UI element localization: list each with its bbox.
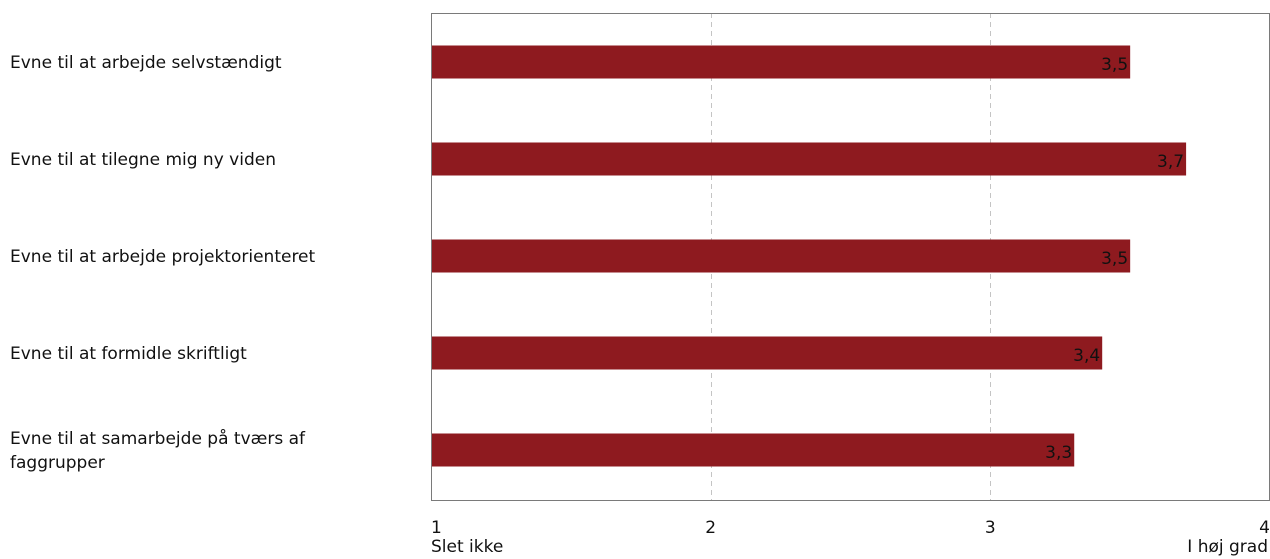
- category-labels: Evne til at arbejde selvstændigt Evne til…: [10, 53, 316, 473]
- x-tick-label: 1: [431, 518, 442, 538]
- bar: [431, 142, 1187, 176]
- x-axis-ticks: 1 2 3 4: [431, 518, 1270, 538]
- x-tick-label: 4: [1259, 518, 1270, 538]
- bar: [431, 336, 1103, 370]
- bars: 3,5 3,7 3,5 3,4 3,3: [431, 45, 1187, 467]
- bar: [431, 433, 1075, 467]
- scale-max-label: I høj grad: [1187, 537, 1268, 557]
- category-label: Evne til at formidle skriftligt: [10, 344, 247, 364]
- category-label: Evne til at samarbejde på tværs af faggru…: [10, 428, 306, 473]
- data-label: 3,5: [1101, 249, 1128, 269]
- category-label: Evne til at arbejde projektorienteret: [10, 247, 316, 267]
- category-label: Evne til at tilegne mig ny viden: [10, 150, 276, 170]
- bar: [431, 239, 1131, 273]
- data-label: 3,7: [1157, 152, 1184, 172]
- data-label: 3,3: [1045, 443, 1072, 463]
- category-label: Evne til at arbejde selvstændigt: [10, 53, 282, 73]
- data-label: 3,5: [1101, 55, 1128, 75]
- scale-min-label: Slet ikke: [431, 537, 503, 557]
- bar: [431, 45, 1131, 79]
- data-label: 3,4: [1073, 346, 1100, 366]
- x-tick-label: 3: [985, 518, 996, 538]
- x-tick-label: 2: [705, 518, 716, 538]
